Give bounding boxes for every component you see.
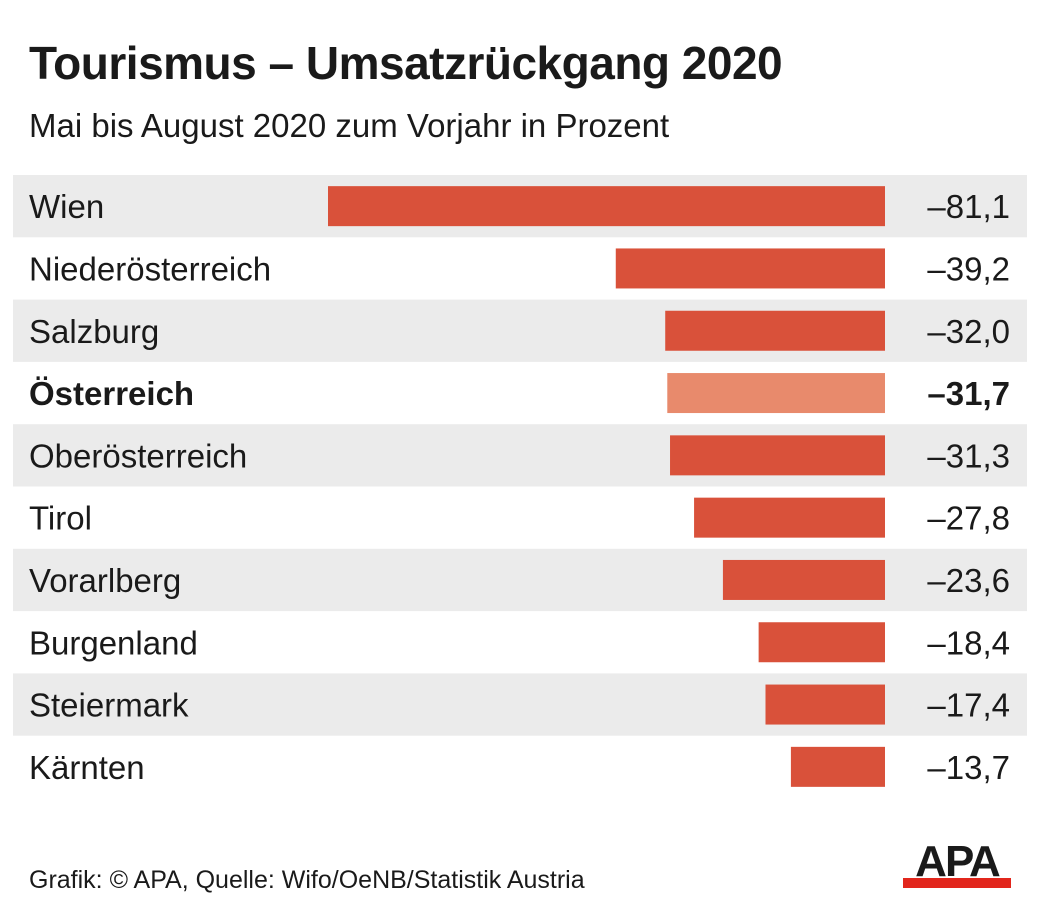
- value-label-niederosterreich: –39,2: [927, 250, 1010, 287]
- category-label-burgenland: Burgenland: [29, 624, 198, 661]
- bar-oberosterreich: [670, 435, 885, 476]
- bar-niederosterreich: [615, 248, 885, 289]
- category-label-vorarlberg: Vorarlberg: [29, 562, 181, 599]
- bar-chart: Wien –81,1 Niederösterreich –39,2 Salzburg –3…: [13, 175, 1027, 787]
- value-label-salzburg: –32,0: [927, 313, 1010, 350]
- category-label-tirol: Tirol: [29, 500, 92, 537]
- value-label-osterreich: –31,7: [927, 375, 1010, 412]
- bar-osterreich: [667, 373, 885, 414]
- value-label-tirol: –27,8: [927, 500, 1010, 537]
- value-label-vorarlberg: –23,6: [927, 562, 1010, 599]
- bar-salzburg: [665, 310, 885, 351]
- chart-title: Tourismus – Umsatzrückgang 2020: [29, 37, 783, 89]
- category-label-oberosterreich: Oberösterreich: [29, 437, 247, 474]
- value-label-oberosterreich: –31,3: [927, 437, 1010, 474]
- bar-tirol: [694, 497, 885, 538]
- bar-steiermark: [765, 684, 885, 725]
- value-label-wien: –81,1: [927, 188, 1010, 225]
- category-label-niederosterreich: Niederösterreich: [29, 250, 271, 287]
- category-label-wien: Wien: [29, 188, 104, 225]
- category-label-steiermark: Steiermark: [29, 687, 189, 724]
- source-credit: Grafik: © APA, Quelle: Wifo/OeNB/Statist…: [29, 866, 585, 894]
- category-label-salzburg: Salzburg: [29, 313, 159, 350]
- category-label-osterreich: Österreich: [29, 375, 194, 412]
- value-label-steiermark: –17,4: [927, 687, 1010, 724]
- bar-burgenland: [758, 622, 885, 663]
- bar-karnten: [790, 746, 885, 787]
- category-label-karnten: Kärnten: [29, 749, 145, 786]
- bar-vorarlberg: [722, 559, 885, 600]
- value-label-burgenland: –18,4: [927, 624, 1010, 661]
- chart-subtitle: Mai bis August 2020 zum Vorjahr in Proze…: [29, 107, 670, 144]
- apa-logo: APA: [903, 838, 1011, 888]
- value-label-karnten: –13,7: [927, 749, 1010, 786]
- bar-wien: [328, 186, 885, 227]
